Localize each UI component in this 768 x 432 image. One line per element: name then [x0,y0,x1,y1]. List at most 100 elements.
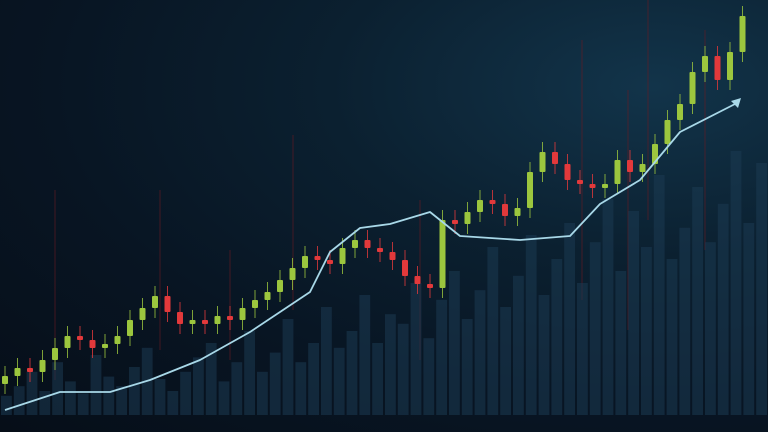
candle-up [152,296,158,308]
candle-down [27,368,33,372]
volume-bar [423,338,435,415]
candle-down [402,260,408,276]
candle-up [702,56,708,72]
candle-down [202,320,208,324]
candle-up [514,208,521,216]
volume-bar [449,271,460,415]
volume-bar [743,223,755,415]
candle-down [414,276,421,284]
volume-bar [525,235,537,415]
candle-up [739,16,746,52]
volume-bar [52,362,63,415]
candle-up [277,280,283,292]
volume-bar [295,362,307,415]
volume-bar [154,379,166,415]
volume-bar [308,343,319,415]
candle-down [377,248,383,252]
volume-bar [193,357,204,415]
candle-down [227,316,233,320]
volume-bar [359,295,371,415]
candle-down [489,200,496,204]
candle-down [577,180,583,184]
volume-bar [474,290,486,415]
volume-bar [589,242,601,415]
volume-bar [577,283,588,415]
candle-up [39,360,46,372]
volume-bar [666,259,678,415]
candle-up [2,376,8,384]
candle-up [264,292,271,300]
candle-up [477,200,483,212]
volume-bar [244,331,255,415]
candle-down [564,164,571,180]
candle-up [214,316,221,324]
candle-up [664,120,671,144]
volume-bar [26,371,38,415]
volume-bar [372,343,383,415]
volume-bar [257,371,268,415]
candle-down [589,184,596,188]
candle-up [677,104,683,120]
volume-bar [385,314,396,415]
candle-up [64,336,71,348]
arrow-up-right-icon [731,98,741,108]
volume-bar [641,247,652,415]
volume-bar [90,355,102,415]
volume-bar [65,381,76,415]
volume-bar [756,163,767,415]
candle-down [452,220,458,224]
volume-bar [218,381,230,415]
candle-up [189,320,196,324]
candle-up [127,320,133,336]
volume-bar [564,223,575,415]
candle-up [439,220,446,288]
volume-bar [129,367,140,415]
volume-bar [461,319,473,415]
volume-bar [653,175,665,415]
candle-up [689,72,696,104]
candle-up [639,164,646,172]
candle-up [539,152,546,172]
volume-bar [397,323,409,415]
candle-up [527,172,533,208]
candle-down [502,204,508,216]
candles [2,6,746,394]
volume-bar [628,211,639,415]
volume-bar [602,199,614,415]
trend-line-group [4,98,741,411]
volume-bar [551,259,563,415]
volume-bar [346,331,358,415]
candle-down [77,336,83,340]
volume-bar [103,376,115,415]
candle-down [552,152,558,164]
volume-bar [116,386,127,415]
candle-up [52,348,58,360]
trend-line [4,103,736,411]
candle-down [389,252,396,260]
candle-down [327,260,333,264]
volume-bar [205,343,217,415]
volume-bar [231,362,243,415]
volume-bars [1,151,767,415]
candle-down [177,312,183,324]
candle-up [102,344,108,348]
volume-bar [692,187,703,415]
volume-bar [538,295,550,415]
volume-bar [1,395,12,415]
volume-bar [333,347,345,415]
volume-bar [615,271,627,415]
volume-bar [500,307,511,415]
volume-bar [282,319,294,415]
candle-up [602,184,608,188]
volume-bar [180,371,191,415]
volume-bar [436,299,447,415]
volume-bar [39,391,51,415]
candle-down [427,284,433,288]
candle-down [164,296,171,312]
candle-up [614,160,621,184]
volume-bar [717,203,729,415]
candle-up [114,336,121,344]
candle-up [289,268,296,280]
